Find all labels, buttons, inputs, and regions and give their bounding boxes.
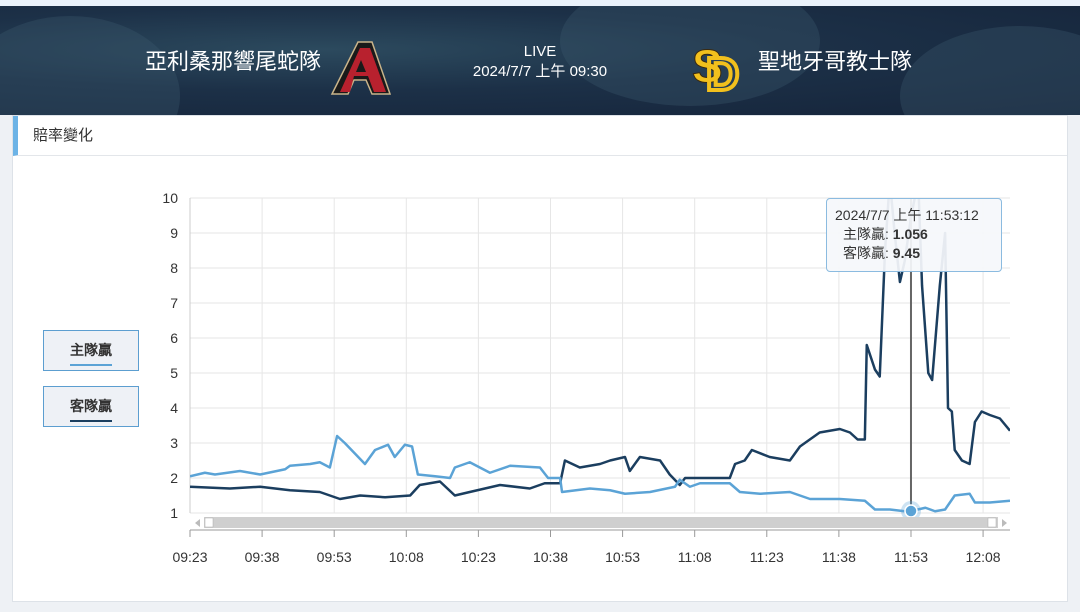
x-tick-label: 10:23: [461, 549, 496, 565]
x-tick-label: 11:38: [822, 549, 856, 565]
tooltip-home-label: 主隊贏:: [843, 226, 893, 242]
x-tick-label: 10:38: [533, 549, 568, 565]
tooltip-away-value: 9.45: [892, 245, 921, 261]
svg-text:S: S: [692, 40, 723, 92]
legend-home-win[interactable]: 主隊贏: [43, 330, 139, 371]
y-tick-label: 6: [170, 330, 178, 346]
x-tick-label: 11:53: [894, 549, 928, 565]
odds-change-tab[interactable]: 賠率變化: [13, 116, 1067, 156]
svg-text:D: D: [706, 48, 739, 98]
y-tick-label: 3: [170, 435, 178, 451]
scrollbar-track[interactable]: [204, 517, 998, 528]
match-banner: 亞利桑那響尾蛇隊 LIVE 2024/7/7 上午 09:30 S D 聖地牙哥…: [0, 6, 1080, 115]
x-tick-label: 09:38: [245, 549, 280, 565]
chart-tooltip: 2024/7/7 上午 11:53:12 主隊贏: 1.056 客隊贏: 9.4…: [826, 198, 1002, 272]
x-tick-label: 11:08: [678, 549, 712, 565]
y-tick-label: 4: [170, 400, 178, 416]
match-status: LIVE 2024/7/7 上午 09:30: [440, 42, 640, 82]
legend-away-win[interactable]: 客隊贏: [43, 386, 139, 427]
legend-swatch: [70, 364, 112, 366]
home-team-name: 亞利桑那響尾蛇隊: [145, 50, 322, 75]
top-strip: [0, 0, 1080, 6]
y-tick-label: 5: [170, 365, 178, 381]
match-datetime: 2024/7/7 上午 09:30: [472, 63, 608, 80]
tooltip-time: 2024/7/7 上午 11:53:12: [835, 207, 979, 223]
y-tick-label: 1: [170, 505, 178, 521]
scrollbar-handle-left[interactable]: [204, 517, 214, 528]
y-tick-label: 10: [162, 190, 178, 206]
y-tick-label: 9: [170, 225, 178, 241]
x-tick-label: 11:23: [750, 549, 784, 565]
banner-bg-shape: [560, 6, 820, 106]
legend-label: 主隊贏: [70, 342, 112, 358]
scroll-left-arrow-icon[interactable]: [195, 519, 200, 527]
hover-point: [904, 504, 918, 518]
x-tick-label: 09:23: [172, 549, 207, 565]
series-line-home: [190, 434, 1010, 513]
y-tick-label: 8: [170, 260, 178, 276]
x-tick-label: 10:08: [389, 549, 424, 565]
scroll-right-arrow-icon[interactable]: [1002, 519, 1007, 527]
live-label: LIVE: [523, 43, 557, 60]
padres-logo-icon: S D: [692, 40, 742, 99]
y-tick-label: 7: [170, 295, 178, 311]
scrollbar-handle-right[interactable]: [987, 517, 997, 528]
away-team-name: 聖地牙哥教士隊: [758, 50, 913, 75]
x-tick-label: 10:53: [605, 549, 640, 565]
x-tick-label: 09:53: [317, 549, 352, 565]
x-tick-label: 12:08: [966, 549, 1001, 565]
y-tick-label: 2: [170, 470, 178, 486]
tooltip-home-value: 1.056: [892, 226, 928, 242]
diamondbacks-logo-icon: [330, 41, 392, 95]
legend-swatch: [70, 420, 112, 422]
tooltip-away-label: 客隊贏:: [843, 245, 893, 261]
legend-label: 客隊贏: [70, 398, 112, 414]
